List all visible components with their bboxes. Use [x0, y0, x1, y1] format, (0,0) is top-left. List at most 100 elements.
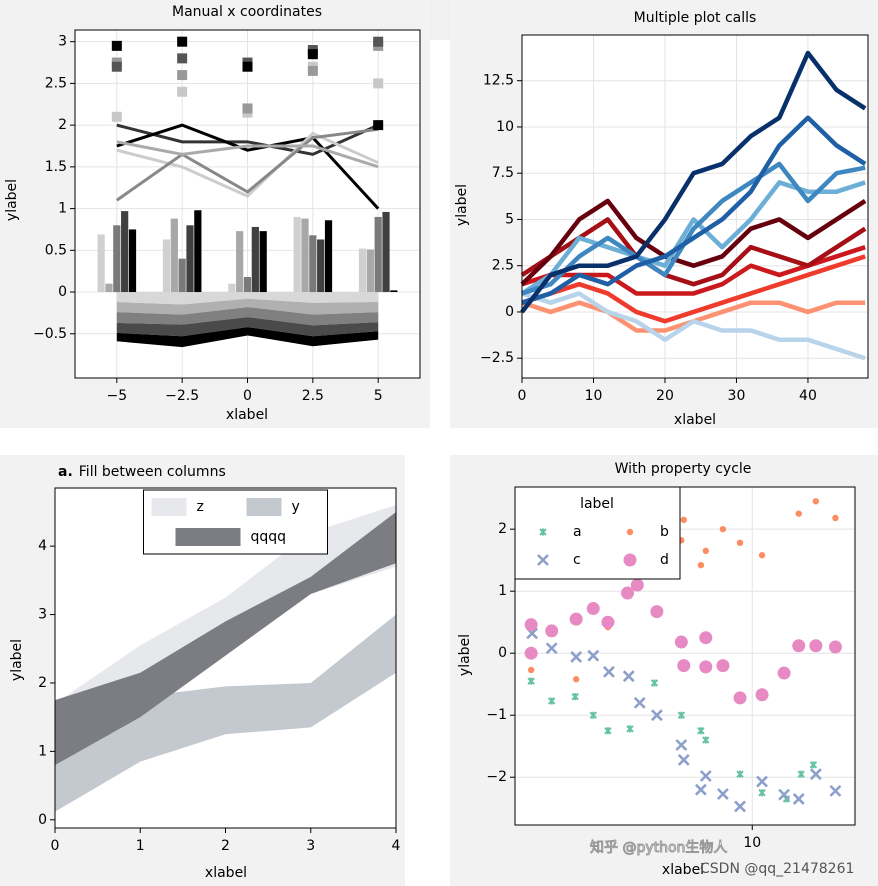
axes-background	[522, 35, 868, 378]
area	[116, 292, 379, 305]
square-marker	[177, 53, 188, 64]
point	[832, 514, 839, 522]
line	[116, 123, 380, 210]
line	[520, 180, 866, 296]
bar	[324, 220, 333, 293]
x-axis-label: xlabel	[662, 862, 704, 878]
watermark: 知乎 @python生物人	[590, 839, 727, 856]
y-tick-label: 12.5	[483, 73, 514, 89]
point	[545, 624, 559, 638]
chart-title: With property cycle	[615, 461, 752, 477]
point	[539, 528, 547, 536]
point	[809, 768, 822, 781]
square-marker	[373, 120, 384, 131]
y-tick-label: 0	[58, 284, 67, 300]
y-tick-label: 0	[498, 645, 507, 661]
bar	[390, 290, 398, 293]
point	[777, 666, 791, 680]
point	[633, 696, 646, 709]
x-tick-label: 20	[656, 388, 674, 404]
point	[527, 666, 535, 674]
point	[734, 800, 746, 813]
point	[778, 788, 790, 801]
point	[699, 770, 712, 782]
legend-swatch	[175, 528, 241, 546]
x-tick-label: 0	[518, 388, 527, 404]
point	[623, 553, 637, 567]
area	[116, 307, 379, 326]
x-axis-label: xlabel	[205, 865, 247, 881]
y-tick-label: 1	[58, 201, 67, 217]
legend-swatch	[151, 498, 187, 516]
bar	[194, 210, 202, 293]
square-marker	[242, 103, 253, 114]
y-tick-label: −2	[486, 769, 507, 785]
point	[797, 770, 805, 778]
title-text: Fill between columns	[79, 464, 226, 480]
y-tick-label: 2	[498, 521, 507, 537]
square-marker	[111, 40, 122, 51]
x-tick-label: 2.5	[302, 388, 324, 404]
fill-band	[55, 511, 396, 766]
x-tick-label: 3	[306, 838, 315, 854]
x-tick-label: −2.5	[165, 388, 199, 404]
chart-title: Multiple plot calls	[634, 10, 757, 26]
point	[626, 528, 634, 536]
point	[601, 615, 615, 629]
y-axis-label: ylabel	[9, 639, 25, 681]
point	[569, 612, 583, 626]
line	[521, 161, 866, 296]
x-axis-label: xlabel	[674, 412, 716, 428]
y-tick-label: 4	[38, 538, 47, 554]
point	[792, 793, 805, 805]
point	[572, 676, 580, 683]
legend-label: b	[660, 524, 669, 540]
point	[716, 659, 730, 673]
square-marker	[373, 78, 384, 89]
point	[524, 646, 538, 660]
point	[621, 586, 635, 600]
square-marker	[307, 49, 318, 60]
point	[650, 709, 663, 722]
legend-swatch	[246, 498, 282, 516]
x-tick-label: 30	[728, 388, 746, 404]
bar	[97, 234, 105, 293]
y-tick-label: 10	[496, 119, 514, 135]
point	[571, 692, 579, 701]
point	[758, 789, 766, 797]
y-tick-label: −1	[486, 707, 507, 723]
point	[675, 739, 688, 751]
y-axis-label: ylabel	[457, 634, 473, 676]
bar	[236, 231, 244, 293]
point	[736, 770, 744, 778]
title-tag: a.	[58, 464, 73, 480]
point	[829, 784, 842, 797]
bar	[186, 225, 194, 293]
x-tick-label: 5	[374, 388, 383, 404]
y-tick-label: 3	[38, 607, 47, 623]
point	[604, 727, 612, 735]
bar	[128, 229, 137, 293]
point	[570, 651, 583, 663]
area	[116, 327, 379, 348]
legend-label: z	[197, 499, 204, 515]
x-tick-label: 0	[51, 838, 60, 854]
axes-frame	[74, 29, 421, 379]
legend-label: c	[573, 552, 581, 568]
point	[527, 677, 535, 685]
y-tick-label: −2.5	[480, 350, 514, 366]
x-tick-label: 1	[136, 838, 145, 854]
point	[809, 639, 823, 653]
point	[680, 516, 687, 524]
y-tick-label: 5	[505, 211, 514, 227]
legend-label: y	[292, 499, 300, 515]
bar	[251, 226, 259, 293]
bar	[170, 218, 178, 293]
legend-title: label	[580, 496, 614, 512]
point	[719, 525, 727, 533]
point	[697, 561, 705, 569]
point	[699, 660, 713, 674]
point	[758, 552, 766, 559]
bar	[243, 277, 252, 293]
